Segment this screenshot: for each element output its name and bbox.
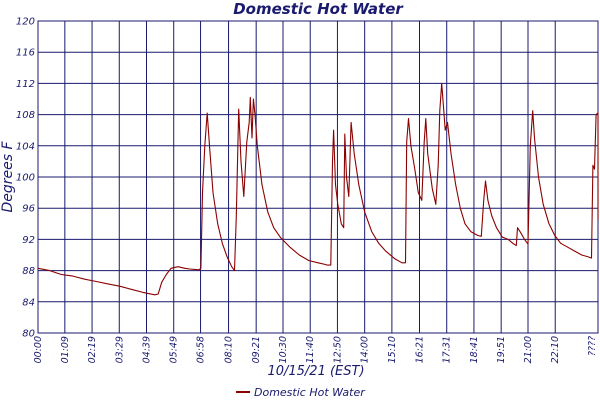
x-tick-label: 01:09 (60, 336, 71, 363)
x-tick-label: 02:19 (87, 336, 98, 363)
x-tick-label: 00:00 (33, 336, 44, 363)
series-line (37, 82, 599, 296)
y-tick-label: 84 (22, 297, 35, 308)
x-tick-label: 09:21 (251, 336, 262, 363)
x-axis-ticks: 00:00 01:09 02:19 03:29 04:39 05:49 06:58 08:10… (33, 336, 598, 363)
x-tick-label: 06:58 (196, 336, 207, 363)
x-tick-label: 05:49 (169, 336, 180, 363)
x-tick-label: 21:00 (523, 336, 534, 363)
series-layer (37, 82, 599, 296)
x-tick-label: 08:10 (224, 336, 235, 363)
y-tick-label: 100 (16, 173, 35, 184)
legend: Domestic Hot Water (236, 386, 366, 399)
x-tick-label: 12:50 (332, 336, 343, 363)
x-tick-label: 10:30 (278, 336, 289, 363)
y-axis-label: Degrees F (0, 141, 16, 213)
x-tick-label: 22:10 (550, 336, 561, 363)
x-tick-label: 17:31 (442, 336, 453, 363)
y-tick-label: 92 (22, 235, 35, 246)
x-tick-label: 18:41 (469, 336, 480, 363)
y-tick-label: 104 (16, 141, 35, 152)
legend-label: Domestic Hot Water (254, 386, 366, 399)
x-tick-label: 03:29 (114, 336, 125, 363)
y-axis-ticks: 80 84 88 92 96 100 104 108 112 116 120 (16, 17, 35, 340)
y-tick-label: 116 (16, 48, 35, 59)
x-tick-label: ???? (587, 336, 598, 356)
grid (37, 20, 599, 334)
y-tick-label: 88 (22, 266, 35, 277)
y-tick-label: 112 (16, 79, 35, 90)
y-tick-label: 120 (16, 17, 35, 28)
x-tick-label: 16:21 (415, 336, 426, 363)
chart-title: Domestic Hot Water (233, 0, 404, 18)
x-tick-label: 19:51 (496, 336, 507, 363)
x-tick-label: 11:40 (305, 336, 316, 363)
y-tick-label: 96 (22, 204, 35, 215)
x-tick-label: 14:00 (360, 336, 371, 363)
x-tick-label: 15:10 (387, 336, 398, 363)
y-tick-label: 108 (16, 110, 35, 121)
y-tick-label: 80 (22, 329, 35, 340)
x-axis-label: 10/15/21 (EST) (267, 364, 364, 379)
x-tick-label: 04:39 (142, 336, 153, 363)
